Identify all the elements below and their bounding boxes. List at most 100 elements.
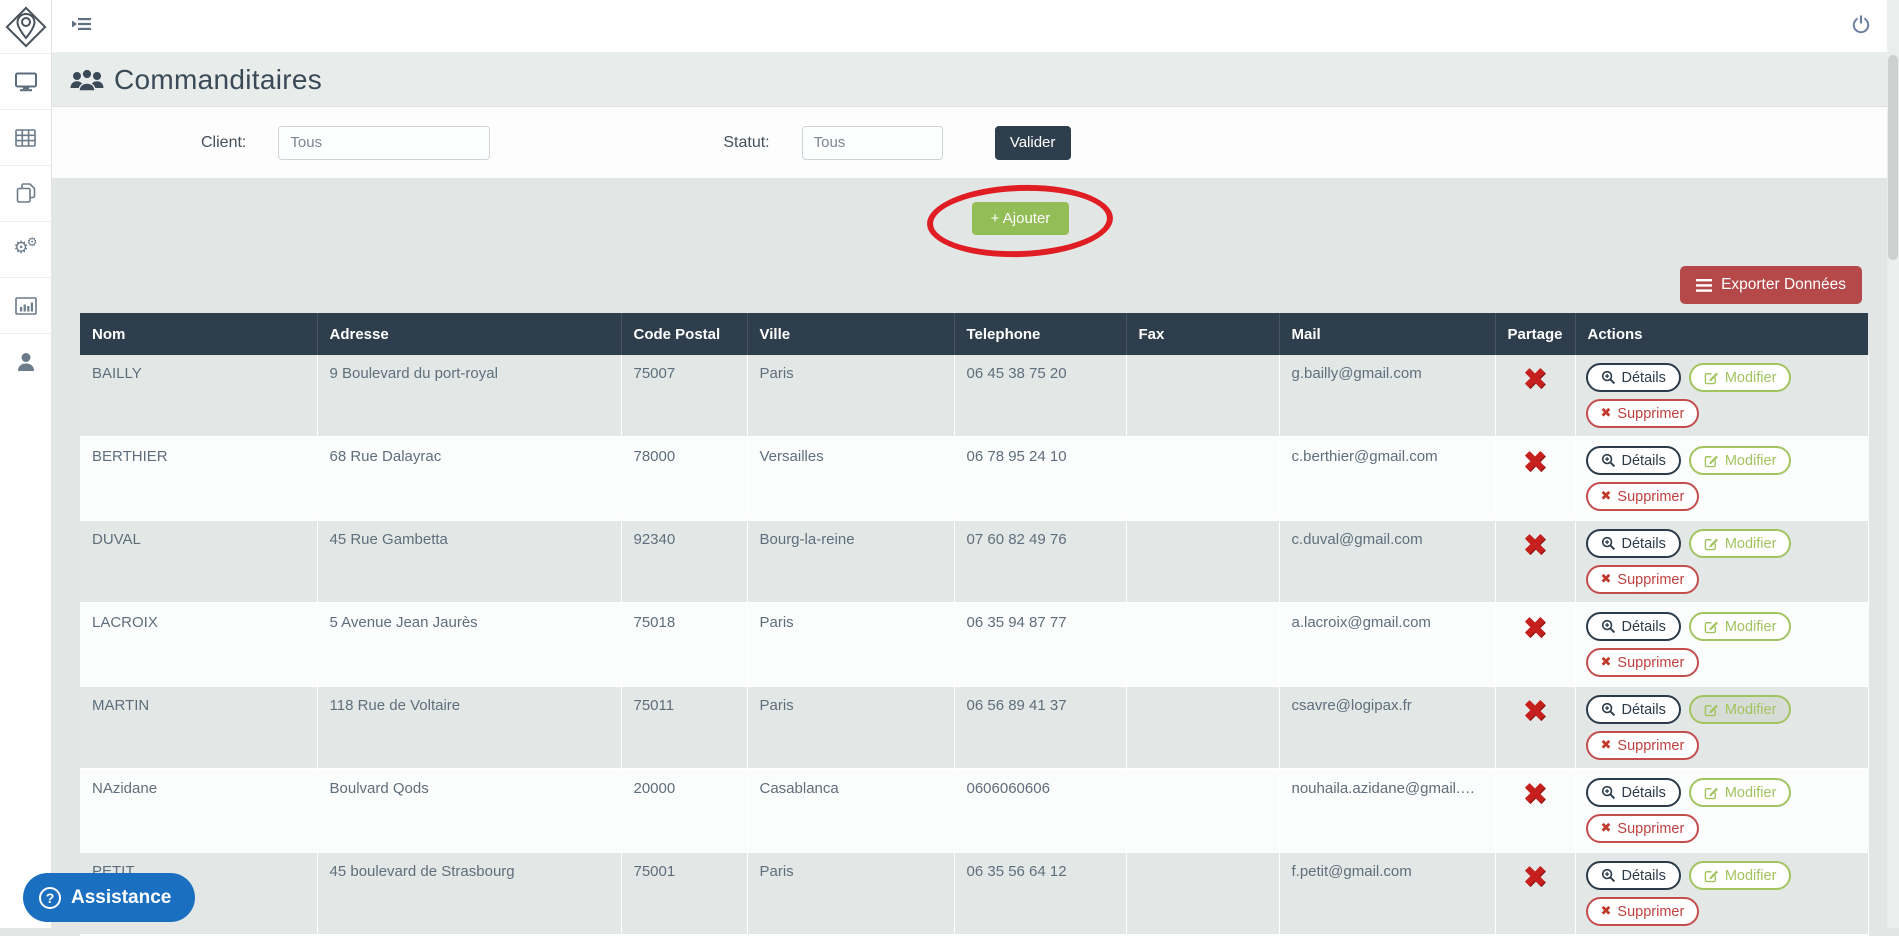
hamburger-icon bbox=[1696, 279, 1712, 292]
sidebar-item-settings[interactable]: ⚙⚙ bbox=[0, 221, 51, 277]
partage-red-x-icon[interactable]: ✖ bbox=[1522, 365, 1547, 395]
modifier-button[interactable]: Modifier bbox=[1689, 695, 1792, 724]
zoom-in-icon bbox=[1601, 536, 1616, 551]
assistance-button[interactable]: ? Assistance bbox=[23, 873, 195, 922]
details-button-label: Détails bbox=[1622, 868, 1666, 884]
details-button[interactable]: Détails bbox=[1586, 695, 1681, 724]
topbar bbox=[52, 0, 1899, 53]
modifier-button-label: Modifier bbox=[1725, 702, 1777, 718]
cell-mail: f.petit@gmail.com bbox=[1279, 852, 1495, 935]
sidebar-item-documents[interactable] bbox=[0, 165, 51, 221]
logout-button[interactable] bbox=[1851, 14, 1871, 39]
supprimer-button[interactable]: ✖ Supprimer bbox=[1586, 814, 1700, 843]
details-button[interactable]: Détails bbox=[1586, 363, 1681, 392]
modifier-button-label: Modifier bbox=[1725, 785, 1777, 801]
partage-red-x-icon[interactable]: ✖ bbox=[1522, 448, 1547, 478]
cell-mail: c.berthier@gmail.com bbox=[1279, 437, 1495, 520]
modifier-button-label: Modifier bbox=[1725, 536, 1777, 552]
col-ville: Ville bbox=[747, 313, 954, 355]
details-button-label: Détails bbox=[1622, 370, 1666, 386]
cell-telephone: 06 35 94 87 77 bbox=[954, 603, 1126, 686]
person-icon bbox=[17, 352, 35, 372]
cell-fax bbox=[1126, 769, 1279, 852]
cell-nom: BERTHIER bbox=[80, 437, 317, 520]
details-button[interactable]: Détails bbox=[1586, 778, 1681, 807]
partage-red-x-icon[interactable]: ✖ bbox=[1522, 863, 1547, 893]
supprimer-button[interactable]: ✖ Supprimer bbox=[1586, 482, 1700, 511]
cell-actions: Détails Modifier ✖ Supprimer bbox=[1575, 520, 1868, 603]
details-button[interactable]: Détails bbox=[1586, 446, 1681, 475]
cell-adresse: Boulvard Qods bbox=[317, 769, 621, 852]
users-group-icon bbox=[70, 68, 104, 92]
details-button[interactable]: Détails bbox=[1586, 612, 1681, 641]
x-icon: ✖ bbox=[1601, 407, 1612, 420]
cell-nom: LACROIX bbox=[80, 603, 317, 686]
modifier-button[interactable]: Modifier bbox=[1689, 363, 1792, 392]
vertical-scrollbar[interactable] bbox=[1887, 0, 1899, 928]
table-wrap: Nom Adresse Code Postal Ville Telephone … bbox=[80, 313, 1868, 936]
table-row: LACROIX 5 Avenue Jean Jaurès 75018 Paris… bbox=[80, 603, 1868, 686]
modifier-button[interactable]: Modifier bbox=[1689, 861, 1792, 890]
cell-adresse: 9 Boulevard du port-royal bbox=[317, 355, 621, 437]
edit-pencil-icon bbox=[1704, 868, 1719, 883]
supprimer-button[interactable]: ✖ Supprimer bbox=[1586, 399, 1700, 428]
supprimer-button[interactable]: ✖ Supprimer bbox=[1586, 648, 1700, 677]
partage-red-x-icon[interactable]: ✖ bbox=[1522, 780, 1547, 810]
supprimer-button[interactable]: ✖ Supprimer bbox=[1586, 565, 1700, 594]
main-area: Commanditaires Client: Statut: Valider +… bbox=[52, 0, 1899, 928]
cell-code-postal: 20000 bbox=[621, 769, 747, 852]
cell-code-postal: 92340 bbox=[621, 520, 747, 603]
partage-red-x-icon[interactable]: ✖ bbox=[1522, 697, 1547, 727]
cell-adresse: 5 Avenue Jean Jaurès bbox=[317, 603, 621, 686]
cell-fax bbox=[1126, 686, 1279, 769]
sidebar-toggle-button[interactable] bbox=[72, 17, 92, 36]
sidebar-item-tables[interactable] bbox=[0, 109, 51, 165]
edit-pencil-icon bbox=[1704, 536, 1719, 551]
cell-mail: a.lacroix@gmail.com bbox=[1279, 603, 1495, 686]
supprimer-button-label: Supprimer bbox=[1617, 572, 1684, 588]
cell-fax bbox=[1126, 852, 1279, 935]
table-row: NAzidane Boulvard Qods 20000 Casablanca … bbox=[80, 769, 1868, 852]
sidebar-item-users[interactable] bbox=[0, 333, 51, 389]
supprimer-button-label: Supprimer bbox=[1617, 655, 1684, 671]
supprimer-button[interactable]: ✖ Supprimer bbox=[1586, 897, 1700, 926]
partage-red-x-icon[interactable]: ✖ bbox=[1522, 531, 1547, 561]
col-adresse: Adresse bbox=[317, 313, 621, 355]
details-button[interactable]: Détails bbox=[1586, 529, 1681, 558]
supprimer-button[interactable]: ✖ Supprimer bbox=[1586, 731, 1700, 760]
modifier-button[interactable]: Modifier bbox=[1689, 612, 1792, 641]
modifier-button-label: Modifier bbox=[1725, 619, 1777, 635]
modifier-button[interactable]: Modifier bbox=[1689, 529, 1792, 558]
modifier-button[interactable]: Modifier bbox=[1689, 446, 1792, 475]
x-icon: ✖ bbox=[1601, 905, 1612, 918]
export-button[interactable]: Exporter Données bbox=[1680, 266, 1862, 304]
cell-actions: Détails Modifier ✖ Supprimer bbox=[1575, 355, 1868, 437]
x-icon: ✖ bbox=[1601, 822, 1612, 835]
cell-fax bbox=[1126, 520, 1279, 603]
sidebar-item-reports[interactable] bbox=[0, 277, 51, 333]
cell-code-postal: 78000 bbox=[621, 437, 747, 520]
details-button-label: Détails bbox=[1622, 785, 1666, 801]
x-icon: ✖ bbox=[1601, 573, 1612, 586]
client-input[interactable] bbox=[278, 126, 490, 160]
cell-mail: c.duval@gmail.com bbox=[1279, 520, 1495, 603]
cell-mail: csavre@logipax.fr bbox=[1279, 686, 1495, 769]
partage-red-x-icon[interactable]: ✖ bbox=[1522, 614, 1547, 644]
cell-actions: Détails Modifier ✖ Supprimer bbox=[1575, 769, 1868, 852]
cell-fax bbox=[1126, 603, 1279, 686]
sidebar-item-dashboard[interactable] bbox=[0, 53, 51, 109]
ajouter-button[interactable]: + Ajouter bbox=[972, 202, 1070, 235]
details-button[interactable]: Détails bbox=[1586, 861, 1681, 890]
modifier-button-label: Modifier bbox=[1725, 453, 1777, 469]
col-mail: Mail bbox=[1279, 313, 1495, 355]
valider-button[interactable]: Valider bbox=[995, 126, 1071, 160]
copy-pages-icon bbox=[16, 183, 36, 204]
modifier-button[interactable]: Modifier bbox=[1689, 778, 1792, 807]
zoom-in-icon bbox=[1601, 370, 1616, 385]
cell-telephone: 0606060606 bbox=[954, 769, 1126, 852]
scrollbar-thumb[interactable] bbox=[1888, 55, 1898, 260]
statut-input[interactable] bbox=[802, 126, 943, 160]
details-button-label: Détails bbox=[1622, 619, 1666, 635]
col-telephone: Telephone bbox=[954, 313, 1126, 355]
cell-fax bbox=[1126, 355, 1279, 437]
